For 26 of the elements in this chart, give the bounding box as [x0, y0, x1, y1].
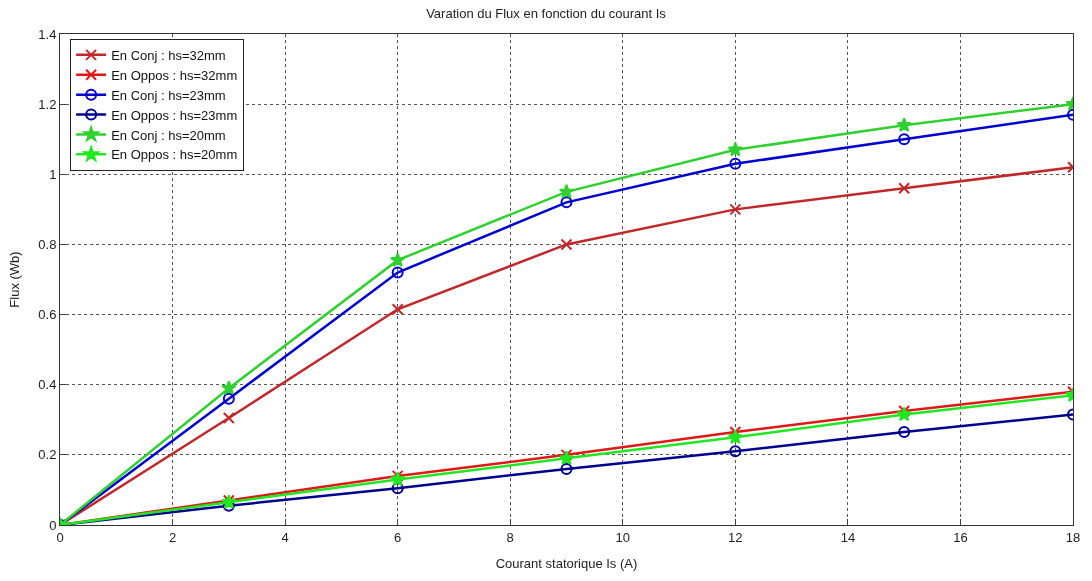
x-tick-label: 8	[506, 529, 514, 545]
y-tick-label: 0.6	[38, 307, 57, 323]
y-tick-label: 0.4	[38, 377, 57, 393]
x-tick-label: 18	[1065, 529, 1081, 545]
x-tick-label: 16	[953, 529, 968, 545]
x-tick-label: 14	[840, 529, 856, 545]
legend-label: En Oppos : hs=23mm	[111, 107, 238, 123]
legend-label: En Oppos : hs=20mm	[111, 147, 238, 163]
y-tick-label: 0.8	[38, 236, 57, 252]
legend-label: En Conj : hs=32mm	[111, 47, 226, 63]
legend-label: En Conj : hs=20mm	[111, 127, 226, 143]
x-tick-label: 12	[728, 529, 743, 545]
x-tick-label: 10	[615, 529, 631, 545]
y-tick-label: 0.2	[38, 447, 57, 463]
x-tick-label: 6	[394, 529, 402, 545]
y-axis-title: Flux (Wb)	[7, 251, 23, 308]
x-tick-label: 2	[168, 529, 177, 545]
legend-label: En Conj : hs=23mm	[111, 87, 226, 103]
y-tick-label: 0	[49, 517, 57, 533]
y-tick-label: 1.2	[38, 96, 57, 112]
legend-label: En Oppos : hs=32mm	[111, 67, 238, 83]
x-tick-label: 4	[281, 529, 289, 545]
x-axis-title: Courant statorique Is (A)	[495, 556, 638, 572]
chart-title: Varation du Flux en fonction du courant Is	[426, 5, 667, 21]
y-tick-label: 1	[49, 166, 57, 182]
y-tick-label: 1.4	[38, 26, 57, 42]
